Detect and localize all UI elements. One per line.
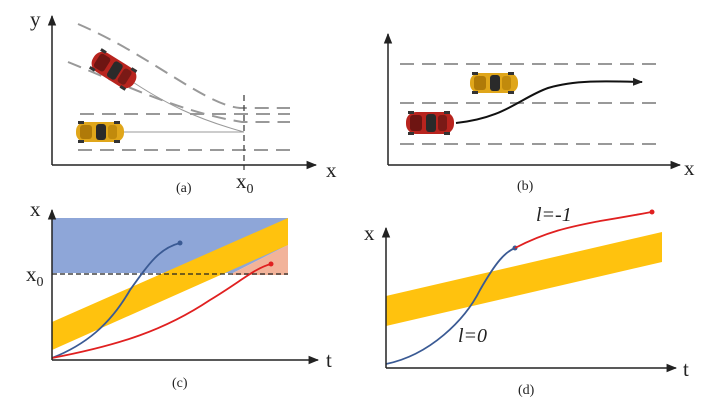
panel-c: x x0 t (c) <box>26 197 332 391</box>
caption-c: (c) <box>172 376 188 391</box>
y-axis-label-d: x <box>364 221 375 245</box>
caption-d: (d) <box>518 383 535 398</box>
red-trajectory-d <box>514 211 653 249</box>
red-trajectory-end-c <box>268 261 274 267</box>
red-trajectory-c <box>51 263 272 359</box>
label-l-minus-1: l=-1 <box>536 204 572 226</box>
x0-marker-label: x0 <box>236 169 254 197</box>
yellow-car-icon <box>470 72 518 94</box>
blue-trajectory-d <box>385 247 516 365</box>
lane-change-path-b <box>455 77 643 124</box>
panel-d: x t l=0 l=-1 (d) <box>364 204 689 398</box>
label-l0: l=0 <box>458 325 487 347</box>
caption-b: (b) <box>517 179 534 194</box>
blocked-region-salmon <box>232 245 288 275</box>
lane-lines-a <box>67 23 290 151</box>
panel-a: y x x0 (a) <box>30 7 337 197</box>
y-axis-label-a: y <box>30 7 41 31</box>
occupancy-band-orange <box>386 232 662 326</box>
blue-trajectory-end-c <box>177 240 183 246</box>
x-axis-label-d: t <box>683 357 689 381</box>
red-trajectory-end-d <box>649 209 655 215</box>
red-car-icon <box>87 47 141 93</box>
caption-a: (a) <box>176 181 192 196</box>
x-axis-label-c: t <box>326 348 332 372</box>
x-axis-label-a: x <box>326 158 337 182</box>
y-axis-label-c: x <box>30 197 41 221</box>
red-car-icon <box>406 111 454 135</box>
panel-b: x (b) <box>383 32 695 194</box>
x-axis-label-b: x <box>684 156 695 180</box>
x0-threshold-label: x0 <box>26 262 44 290</box>
blue-trajectory-c <box>51 242 181 359</box>
yellow-car-icon <box>76 121 124 143</box>
